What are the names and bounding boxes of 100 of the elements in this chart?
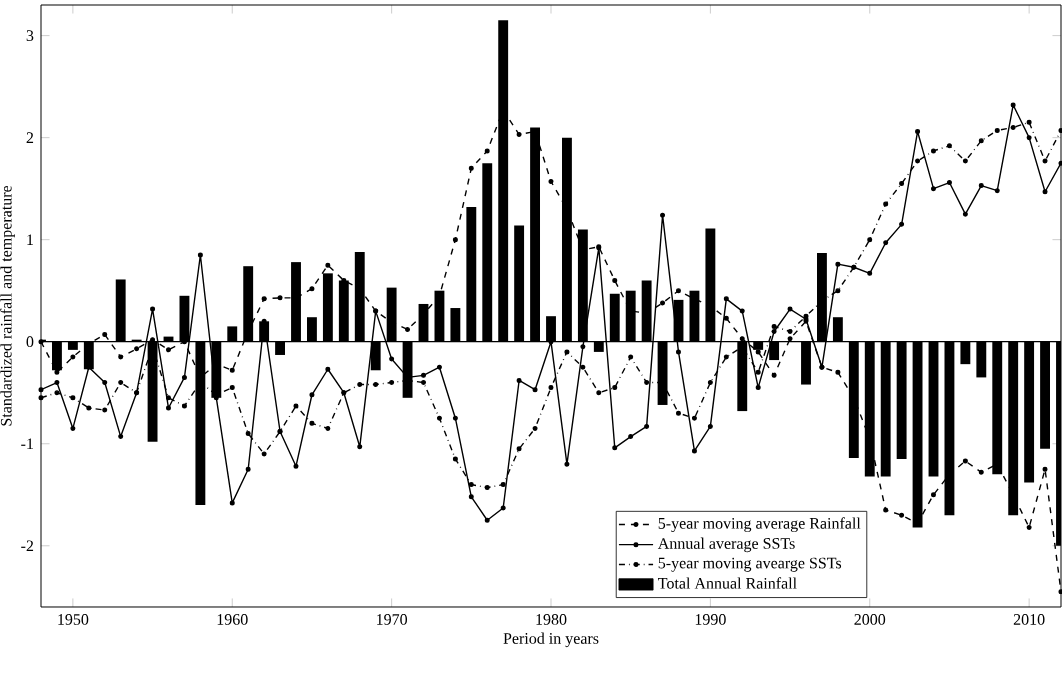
x-tick-label: 2000 xyxy=(854,614,886,625)
point xyxy=(962,458,968,464)
point xyxy=(915,158,921,164)
point xyxy=(245,431,251,437)
point xyxy=(309,420,315,426)
point xyxy=(373,382,379,388)
point xyxy=(118,380,124,386)
point xyxy=(931,492,936,498)
point xyxy=(277,429,283,434)
point xyxy=(134,346,140,352)
point xyxy=(994,127,1000,133)
point xyxy=(676,288,681,294)
point xyxy=(564,349,570,355)
point xyxy=(931,148,936,154)
x-tick-label: 1960 xyxy=(217,614,248,625)
point xyxy=(70,354,76,360)
point xyxy=(468,482,474,488)
y-tick-label: 0 xyxy=(26,336,34,348)
point xyxy=(516,446,522,452)
y-tick-label: 2 xyxy=(26,132,34,143)
point xyxy=(532,425,538,431)
point xyxy=(548,385,554,391)
point xyxy=(452,456,458,462)
point xyxy=(676,410,681,416)
x-tick-label: 1950 xyxy=(58,614,89,625)
point xyxy=(229,367,235,373)
point xyxy=(102,407,108,413)
x-tick-label: 1970 xyxy=(377,614,408,625)
point xyxy=(389,380,395,386)
point xyxy=(357,382,363,388)
point xyxy=(883,201,889,207)
point xyxy=(596,390,602,396)
point xyxy=(787,336,793,342)
point xyxy=(612,277,618,283)
point xyxy=(309,286,315,292)
point xyxy=(771,323,777,329)
point xyxy=(325,425,331,431)
point xyxy=(421,380,427,386)
y-tick-label: 1 xyxy=(27,234,33,245)
point xyxy=(978,138,984,144)
point xyxy=(500,482,506,488)
point xyxy=(436,415,442,421)
point xyxy=(468,165,474,171)
x-tick-label: 2010 xyxy=(1013,614,1045,625)
point xyxy=(899,512,905,518)
point xyxy=(835,369,841,375)
point xyxy=(134,390,140,396)
point xyxy=(978,469,984,475)
point xyxy=(1010,124,1016,130)
y-tick-label: -1 xyxy=(21,438,33,450)
point xyxy=(883,507,889,513)
point xyxy=(54,369,60,375)
point xyxy=(166,395,172,401)
point xyxy=(899,181,905,187)
y-tick-label: 3 xyxy=(26,30,34,41)
point xyxy=(1042,466,1048,472)
point xyxy=(723,354,729,360)
point xyxy=(867,237,873,243)
point xyxy=(771,372,777,378)
point xyxy=(660,300,666,306)
point xyxy=(1026,524,1032,530)
point xyxy=(341,390,347,396)
legend-label: Total Annual Rainfall xyxy=(658,577,797,589)
point xyxy=(484,148,490,154)
point xyxy=(261,296,267,302)
point xyxy=(851,264,857,270)
y-tick-label: -2 xyxy=(21,540,34,552)
point xyxy=(691,415,697,421)
y-axis-title: Standardized rainfall and temperature xyxy=(0,185,15,426)
point xyxy=(405,326,411,332)
legend-label: Annual average SSTs xyxy=(657,537,795,553)
x-tick-label: 1980 xyxy=(536,614,567,625)
point xyxy=(612,385,618,391)
point xyxy=(962,158,968,164)
point xyxy=(54,390,60,396)
legend-label: 5-year moving avearge SSTs xyxy=(658,557,842,572)
point xyxy=(787,329,793,334)
point xyxy=(946,143,952,149)
point xyxy=(1026,119,1032,125)
point xyxy=(484,485,490,491)
point xyxy=(723,315,729,321)
point xyxy=(516,132,522,138)
point xyxy=(755,349,761,355)
point xyxy=(86,405,92,411)
point xyxy=(739,336,745,342)
point xyxy=(325,262,331,268)
point xyxy=(277,295,283,301)
point xyxy=(707,380,713,386)
point xyxy=(166,347,172,353)
point xyxy=(118,354,124,360)
legend-label: 5-year moving average Rainfall xyxy=(658,517,861,533)
point xyxy=(628,354,634,360)
point xyxy=(70,395,76,401)
point xyxy=(38,395,44,401)
point xyxy=(452,237,458,243)
point xyxy=(229,385,235,391)
point xyxy=(181,403,187,409)
point xyxy=(580,364,586,370)
x-axis-title: Period in years xyxy=(503,632,599,648)
point xyxy=(261,451,267,457)
